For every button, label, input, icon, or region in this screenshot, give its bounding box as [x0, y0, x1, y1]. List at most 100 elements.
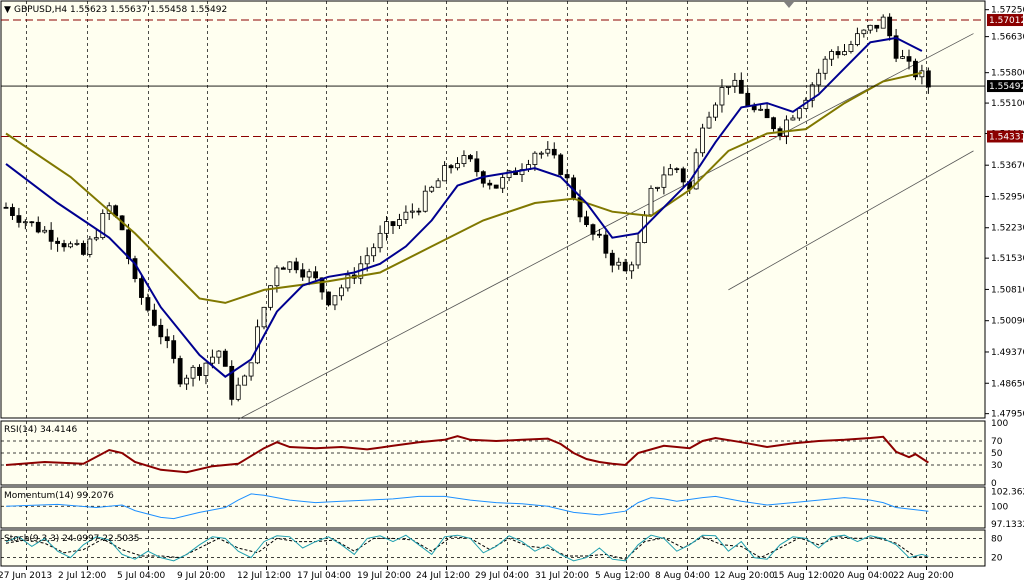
candle-body [274, 267, 280, 287]
candle-body [867, 24, 873, 31]
candle-body [184, 377, 190, 385]
candle-body [300, 269, 306, 278]
price-tick-label: 1.50810 [991, 285, 1024, 295]
candle-body [461, 155, 467, 165]
header-close: 1.55492 [190, 5, 227, 15]
candle-body [532, 152, 538, 165]
rsi-tick-label: 100 [991, 419, 1008, 429]
candle-body [809, 84, 815, 101]
candle-body [906, 56, 912, 62]
chart-collapse-icon[interactable]: ▼ [4, 5, 11, 15]
candle-body [667, 168, 673, 176]
candle-body [584, 216, 589, 226]
candle-body [493, 184, 499, 189]
price-tick-label: 1.50090 [991, 317, 1024, 327]
candle-body [816, 72, 822, 86]
trendline [728, 150, 974, 291]
time-tick-label: 22 Aug 20:00 [893, 571, 954, 580]
candle-body [455, 163, 460, 169]
price-tick-label: 1.51530 [991, 254, 1024, 264]
candle-body [467, 155, 473, 160]
candle-body [74, 242, 80, 245]
momentum-panel [0, 486, 986, 529]
candle-body [661, 174, 667, 188]
time-tick-label: 24 Jul 12:00 [416, 571, 470, 580]
candle-body [229, 365, 235, 400]
time-tick-label: 19 Jul 20:00 [357, 571, 411, 580]
rsi-axis: 100 70 50 30 0 [991, 419, 1008, 489]
candle-body [590, 224, 596, 235]
header-low: 1.55458 [150, 5, 187, 15]
ma-slow-line [5, 71, 923, 304]
candle-body [771, 117, 776, 130]
candle-body [171, 340, 177, 359]
candle-body [126, 229, 131, 260]
candle-body [326, 291, 331, 306]
candle-body [538, 152, 544, 155]
candle-body [10, 207, 15, 216]
rsi-tick-label: 30 [991, 461, 1003, 471]
price-tick-label: 1.49370 [991, 348, 1024, 358]
candle-body [448, 165, 454, 169]
candle-body [764, 108, 770, 119]
header-open: 1.55623 [70, 5, 107, 15]
candle-body [190, 366, 196, 379]
candle-body [835, 51, 841, 56]
level-tag [987, 14, 1023, 27]
candle-body [216, 350, 222, 358]
rsi-label: RSI(14) 34.4146 [4, 425, 77, 435]
candle-body [268, 285, 273, 308]
price-tick-label: 1.55800 [991, 69, 1024, 79]
candle-body [422, 190, 428, 212]
momentum-line [5, 493, 929, 520]
candle-body [442, 165, 448, 182]
candle-body [429, 186, 435, 192]
candle-body [293, 261, 299, 271]
candle-body [81, 242, 86, 255]
candle-body [616, 261, 622, 266]
candle-body [42, 229, 48, 233]
current-price-tag [987, 80, 1023, 93]
candle-body [29, 221, 35, 224]
time-tick-label: 2 Jul 12:00 [58, 571, 107, 580]
rsi-tick-label: 0 [991, 479, 997, 489]
chart-shift-marker-icon[interactable] [784, 2, 794, 8]
current-price-tag-label: 1.55492 [989, 82, 1024, 92]
price-axis: 1.572501.566301.558001.551001.544001.536… [985, 6, 1024, 420]
level-lines [1, 19, 985, 137]
candle-body [880, 16, 886, 29]
ma-fast-line [5, 36, 923, 378]
candle-body [332, 295, 338, 306]
candle-body [500, 177, 506, 189]
trendline [238, 33, 974, 420]
candle-body [100, 213, 106, 239]
stoch-axis: 80 20 [991, 534, 1003, 563]
candle-body [222, 350, 228, 367]
momentum-label: Momentum(14) 99.2076 [4, 491, 114, 501]
candle-body [280, 267, 286, 270]
candle-body [61, 243, 67, 248]
candle-body [893, 35, 899, 59]
candle-body [48, 229, 54, 242]
stoch-main-line [5, 534, 929, 562]
candle-body [338, 287, 344, 297]
stoch-label: Stoch(9,3,3) 24.0997 22.5035 [4, 534, 139, 544]
candle-body [177, 358, 183, 385]
time-tick-label: 5 Jul 04:00 [117, 571, 166, 580]
candle-body [87, 238, 93, 255]
candle-body [622, 261, 628, 272]
candle-body [390, 221, 396, 227]
candle-body [635, 242, 641, 266]
candle-body [874, 24, 880, 29]
candle-body [545, 148, 551, 154]
candle-body [306, 271, 312, 278]
time-tick-label: 29 Jul 04:00 [475, 571, 529, 580]
candle-body [319, 277, 325, 293]
candle-body [287, 261, 293, 270]
price-tick-label: 1.52230 [991, 224, 1024, 234]
candle-body [22, 221, 28, 224]
trendlines [238, 33, 974, 420]
candle-body [706, 116, 712, 129]
time-tick-label: 17 Jul 04:00 [297, 571, 351, 580]
candle-body [751, 105, 757, 111]
